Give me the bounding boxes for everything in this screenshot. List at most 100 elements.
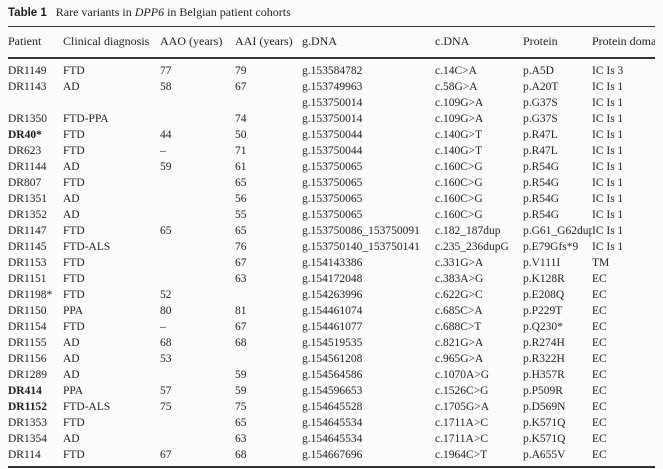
cdna-cell: c.140G>T <box>435 145 483 157</box>
diagnosis-cell: AD <box>63 369 80 381</box>
gdna-cell: g.154596653 <box>302 385 363 397</box>
table-row: DR1150 PPA 80 81 g.154461074 c.685C>A p.P229T E… <box>8 303 655 319</box>
diagnosis-cell: FTD <box>63 289 85 301</box>
table-caption-text-prefix: Rare variants in <box>55 5 135 19</box>
aai-cell: 71 <box>235 145 247 157</box>
aai-cell: 67 <box>235 321 247 333</box>
protein-cell: p.R54G <box>523 161 560 173</box>
domain-cell: EC <box>592 353 607 365</box>
aai-cell: 61 <box>235 161 247 173</box>
protein-cell: p.K128R <box>523 273 565 285</box>
gdna-cell: g.153750044 <box>302 129 363 141</box>
gdna-cell: g.154561208 <box>302 353 363 365</box>
column-header-patient: Patient <box>8 26 63 59</box>
column-header-protein: Protein <box>523 26 592 59</box>
cdna-cell: c.109G>A <box>435 113 484 125</box>
gdna-cell: g.154667696 <box>302 449 363 461</box>
column-header-diagnosis: Clinical diagnosis <box>63 26 160 59</box>
protein-cell: p.R54G <box>523 193 560 205</box>
diagnosis-cell: PPA <box>63 305 84 317</box>
table-caption: Table 1 Rare variants in DPP6 in Belgian … <box>8 5 655 21</box>
aai-cell: 67 <box>235 81 247 93</box>
patient-cell: DR40* <box>8 129 42 141</box>
header-row: Patient Clinical diagnosis AAO (years) AAI … <box>8 26 655 59</box>
aao-cell <box>160 207 235 223</box>
aai-cell: 63 <box>235 433 247 445</box>
table-row: DR1351 AD 56 g.153750065 c.160C>G p.R54G IC Is… <box>8 191 655 207</box>
domain-cell: IC Is 1 <box>592 145 624 157</box>
domain-cell: EC <box>592 401 607 413</box>
cdna-cell: c.685C>A <box>435 305 483 317</box>
patient-cell: DR1198* <box>8 289 53 301</box>
aao-cell: 80 <box>160 305 172 317</box>
aai-cell: 59 <box>235 369 247 381</box>
domain-cell: IC Is 1 <box>592 177 624 189</box>
patient-cell: DR1143 <box>8 81 47 93</box>
table-row: DR1154 FTD – 67 g.154461077 c.688C>T p.Q230* EC <box>8 319 655 335</box>
gdna-cell: g.154143386 <box>302 257 363 269</box>
domain-cell: EC <box>592 449 607 461</box>
table-row: DR1147 FTD 65 65 g.153750086_153750091 c.182_… <box>8 223 655 239</box>
table-row: DR114 FTD 67 68 g.154667696 c.1964C>T p.A655V E… <box>8 447 655 467</box>
aao-cell: 59 <box>160 161 172 173</box>
table-caption-label: Table 1 <box>8 7 47 19</box>
patient-cell: DR1352 <box>8 209 47 221</box>
patient-cell <box>8 95 63 111</box>
cdna-cell: c.965G>A <box>435 353 484 365</box>
gdna-cell: g.153750065 <box>302 193 363 205</box>
diagnosis-cell: FTD <box>63 65 85 77</box>
diagnosis-cell <box>63 95 160 111</box>
table-row: DR1353 FTD 65 g.154645534 c.1711A>C p.K571Q EC <box>8 415 655 431</box>
table-row: DR1350 FTD-PPA 74 g.153750014 c.109G>A p.G37S… <box>8 111 655 127</box>
protein-cell: p.H357R <box>523 369 565 381</box>
aao-cell <box>160 271 235 287</box>
protein-cell: p.R47L <box>523 145 558 157</box>
aai-cell: 59 <box>235 385 247 397</box>
aao-cell <box>160 255 235 271</box>
table-row: DR40* FTD 44 50 g.153750044 c.140G>T p.R47L IC … <box>8 127 655 143</box>
table-body: DR1149 FTD 77 79 g.153584782 c.14C>A p.A5D IC I… <box>8 58 655 467</box>
aao-cell: 44 <box>160 129 172 141</box>
aao-cell <box>160 239 235 255</box>
diagnosis-cell: AD <box>63 353 80 365</box>
cdna-cell: c.160C>G <box>435 193 483 205</box>
diagnosis-cell: FTD <box>63 417 85 429</box>
diagnosis-cell: FTD-PPA <box>63 113 109 125</box>
table-row: DR1144 AD 59 61 g.153750065 c.160C>G p.R54G IC … <box>8 159 655 175</box>
domain-cell: EC <box>592 417 607 429</box>
patient-cell: DR623 <box>8 145 42 157</box>
domain-cell: IC Is 1 <box>592 209 624 221</box>
diagnosis-cell: AD <box>63 337 80 349</box>
domain-cell: IC Is 1 <box>592 225 624 237</box>
aai-cell <box>235 287 302 303</box>
protein-cell: p.R274H <box>523 337 565 349</box>
aao-cell: – <box>160 145 166 157</box>
aai-cell: 68 <box>235 337 247 349</box>
gdna-cell: g.153750044 <box>302 145 363 157</box>
cdna-cell: c.1964C>T <box>435 449 488 461</box>
protein-cell: p.G37S <box>523 113 558 125</box>
table-row: DR1156 AD 53 g.154561208 c.965G>A p.R322H EC <box>8 351 655 367</box>
aai-cell: 56 <box>235 193 247 205</box>
aai-cell: 68 <box>235 449 247 461</box>
column-header-aao: AAO (years) <box>160 26 235 59</box>
patient-cell: DR1289 <box>8 369 47 381</box>
cdna-cell: c.331G>A <box>435 257 484 269</box>
cdna-cell: c.1070A>G <box>435 369 490 381</box>
cdna-cell: c.1711A>C <box>435 417 489 429</box>
table-row: DR1152 FTD-ALS 75 75 g.154645528 c.1705G>A p.D… <box>8 399 655 415</box>
aao-cell: 53 <box>160 353 172 365</box>
gdna-cell: g.154564586 <box>302 369 363 381</box>
diagnosis-cell: PPA <box>63 385 84 397</box>
table-row: DR1289 AD 59 g.154564586 c.1070A>G p.H357R EC <box>8 367 655 383</box>
patient-cell: DR1155 <box>8 337 47 349</box>
diagnosis-cell: AD <box>63 193 80 205</box>
domain-cell: EC <box>592 337 607 349</box>
gdna-cell: g.154519535 <box>302 337 363 349</box>
domain-cell: TM <box>592 257 610 269</box>
patient-cell: DR1149 <box>8 65 47 77</box>
cdna-cell: c.182_187dup <box>435 225 501 237</box>
aai-cell: 55 <box>235 209 247 221</box>
table-caption-gene-name: DPP6 <box>134 5 165 19</box>
